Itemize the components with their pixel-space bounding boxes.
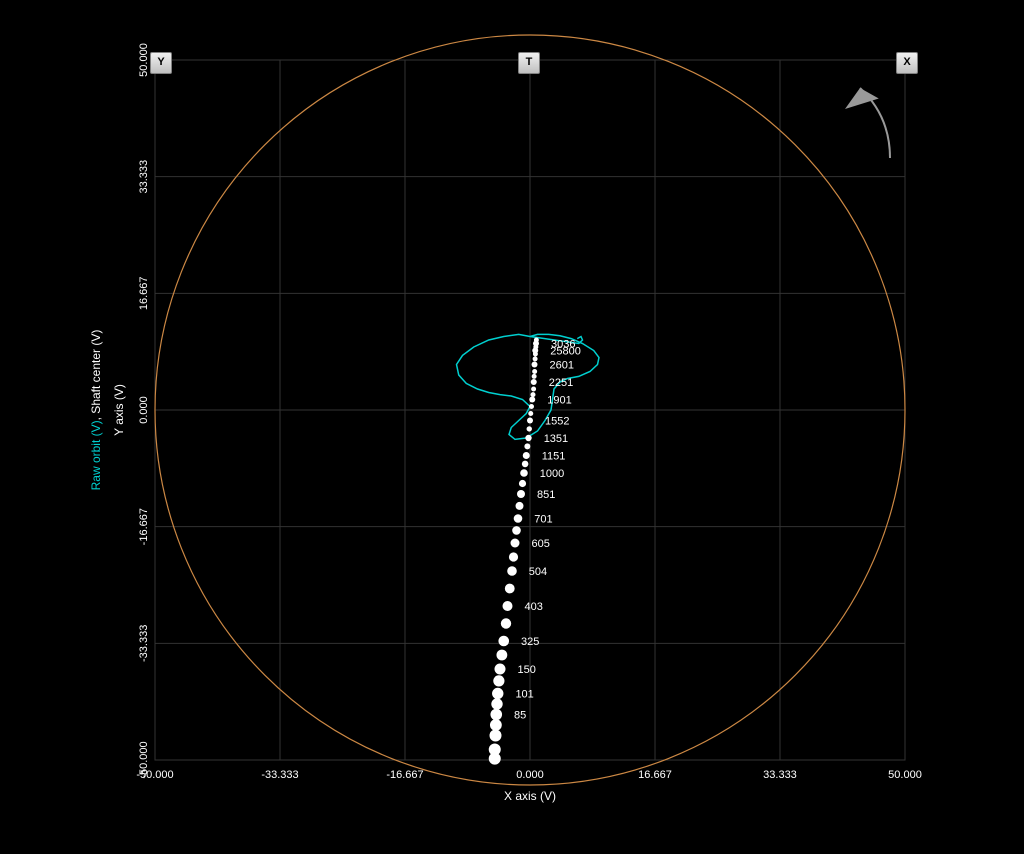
x-axis-button[interactable]: X: [896, 52, 918, 74]
svg-text:0.000: 0.000: [516, 769, 544, 781]
t-axis-button[interactable]: T: [518, 52, 540, 74]
orbit-chart: 3036258002601225119011552135111511000851…: [0, 0, 1024, 854]
svg-text:0.000: 0.000: [138, 396, 150, 424]
svg-text:50.000: 50.000: [888, 769, 922, 781]
svg-text:605: 605: [532, 538, 550, 550]
svg-text:1552: 1552: [545, 416, 569, 428]
svg-text:-50.000: -50.000: [138, 741, 150, 778]
svg-text:2601: 2601: [550, 360, 574, 372]
svg-text:Y axis (V): Y axis (V): [112, 384, 126, 436]
svg-text:1151: 1151: [542, 451, 566, 463]
svg-text:50.000: 50.000: [138, 43, 150, 77]
svg-text:-16.667: -16.667: [386, 769, 423, 781]
svg-text:1901: 1901: [547, 395, 571, 407]
svg-text:2251: 2251: [549, 377, 573, 389]
svg-text:101: 101: [515, 689, 533, 701]
svg-text:1351: 1351: [544, 433, 568, 445]
svg-text:25800: 25800: [550, 346, 581, 358]
svg-text:851: 851: [537, 489, 555, 501]
svg-text:-16.667: -16.667: [138, 508, 150, 545]
svg-text:85: 85: [514, 710, 526, 722]
svg-text:150: 150: [518, 664, 536, 676]
svg-text:16.667: 16.667: [638, 769, 672, 781]
svg-text:Raw orbit (V), Shaft center (V: Raw orbit (V), Shaft center (V): [89, 330, 103, 491]
svg-text:701: 701: [534, 514, 552, 526]
svg-text:504: 504: [529, 566, 547, 578]
svg-text:325: 325: [521, 636, 539, 648]
svg-text:33.333: 33.333: [763, 769, 797, 781]
svg-text:-33.333: -33.333: [138, 625, 150, 662]
svg-text:-33.333: -33.333: [261, 769, 298, 781]
svg-text:16.667: 16.667: [138, 277, 150, 311]
chart-canvas: 3036258002601225119011552135111511000851…: [0, 0, 1024, 854]
svg-text:X axis (V): X axis (V): [504, 789, 556, 803]
svg-text:1000: 1000: [540, 468, 564, 480]
y-axis-button[interactable]: Y: [150, 52, 172, 74]
svg-text:403: 403: [525, 601, 543, 613]
svg-text:33.333: 33.333: [138, 160, 150, 194]
